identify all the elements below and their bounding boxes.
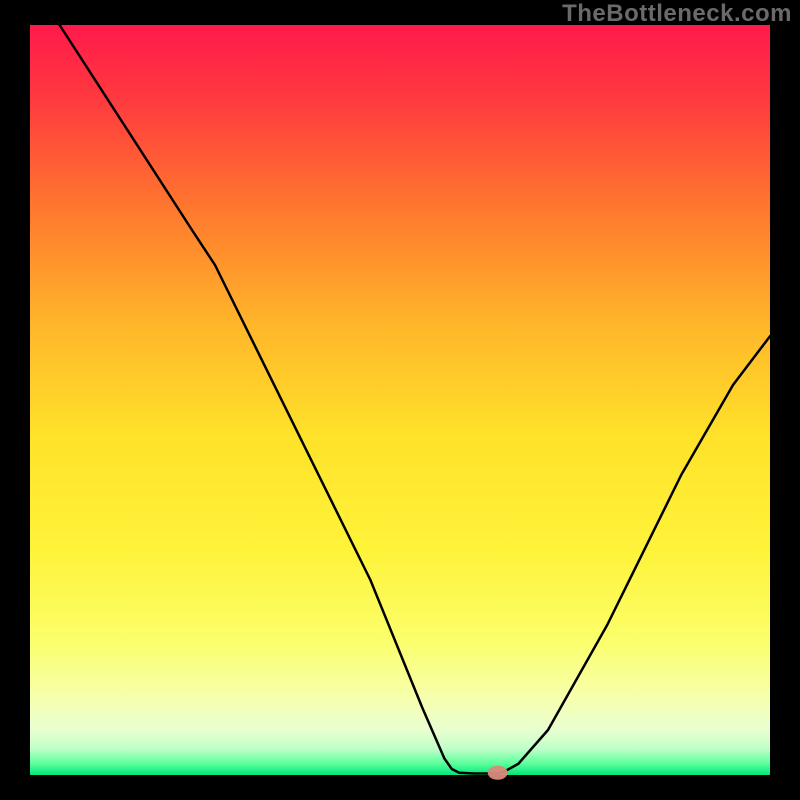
chart-root: TheBottleneck.com	[0, 0, 800, 800]
watermark-text: TheBottleneck.com	[562, 0, 792, 28]
bottleneck-chart	[0, 0, 800, 800]
optimal-marker	[488, 766, 508, 780]
plot-area	[30, 25, 770, 775]
